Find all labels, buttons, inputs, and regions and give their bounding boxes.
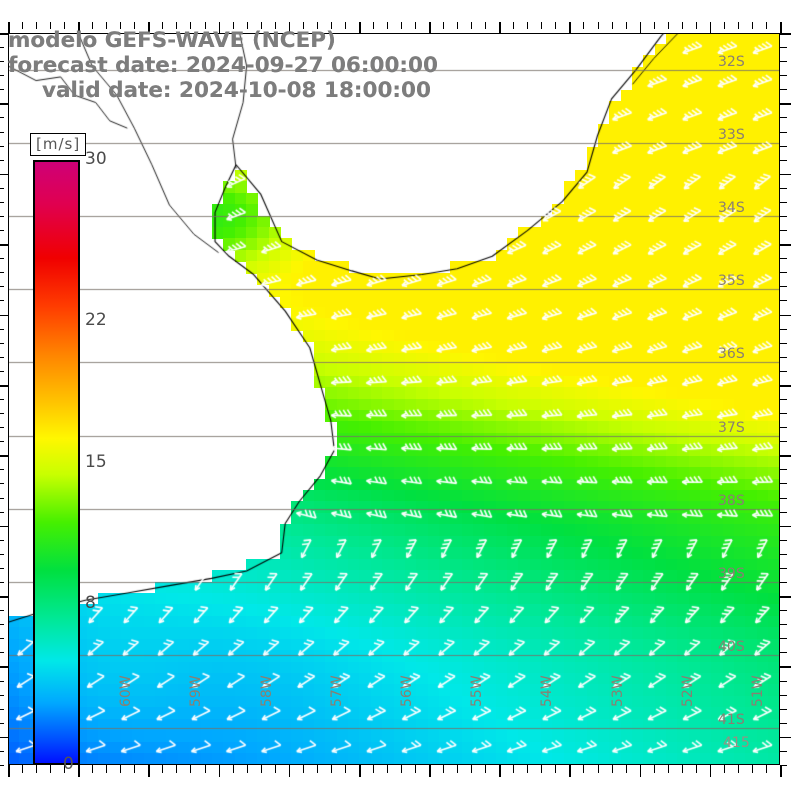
colorbar-tick-0: 0: [63, 754, 74, 774]
lon-label-52W: 52W: [679, 675, 696, 707]
wind-barbs-overlay: [8, 33, 780, 765]
colorbar-tick-15: 15: [85, 451, 107, 472]
colorbar-tick-22: 22: [85, 310, 107, 331]
lon-label-55W: 55W: [469, 675, 486, 707]
lon-label-60W: 60W: [118, 675, 135, 707]
colorbar-unit-label: [m/s]: [30, 133, 87, 156]
lon-label-59W: 59W: [188, 675, 205, 707]
lon-label-51W: 51W: [749, 675, 766, 707]
corner-frame-number: 415: [723, 735, 750, 751]
colorbar-tick-30: 30: [85, 149, 107, 169]
lat-label-40S: 40S: [718, 639, 745, 656]
lat-label-41S: 41S: [718, 712, 745, 729]
lon-label-53W: 53W: [609, 675, 626, 707]
lat-label-38S: 38S: [718, 492, 745, 509]
lat-label-37S: 37S: [718, 419, 745, 436]
lat-label-33S: 33S: [718, 126, 745, 143]
colorbar-tick-8: 8: [85, 592, 96, 613]
lat-label-39S: 39S: [718, 566, 745, 582]
colorbar-gradient[interactable]: [33, 160, 80, 765]
lon-label-56W: 56W: [399, 675, 415, 707]
lat-label-35S: 35S: [718, 273, 745, 290]
lon-label-58W: 58W: [258, 675, 275, 707]
lat-label-32S: 32S: [718, 53, 745, 70]
lat-label-34S: 34S: [718, 200, 745, 216]
map-plot-area[interactable]: [8, 33, 780, 765]
lon-label-54W: 54W: [539, 675, 556, 707]
lat-label-36S: 36S: [718, 346, 745, 363]
lon-label-57W: 57W: [328, 675, 345, 707]
